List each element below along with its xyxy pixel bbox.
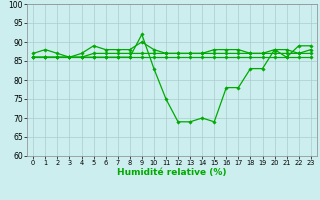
X-axis label: Humidité relative (%): Humidité relative (%) xyxy=(117,168,227,177)
